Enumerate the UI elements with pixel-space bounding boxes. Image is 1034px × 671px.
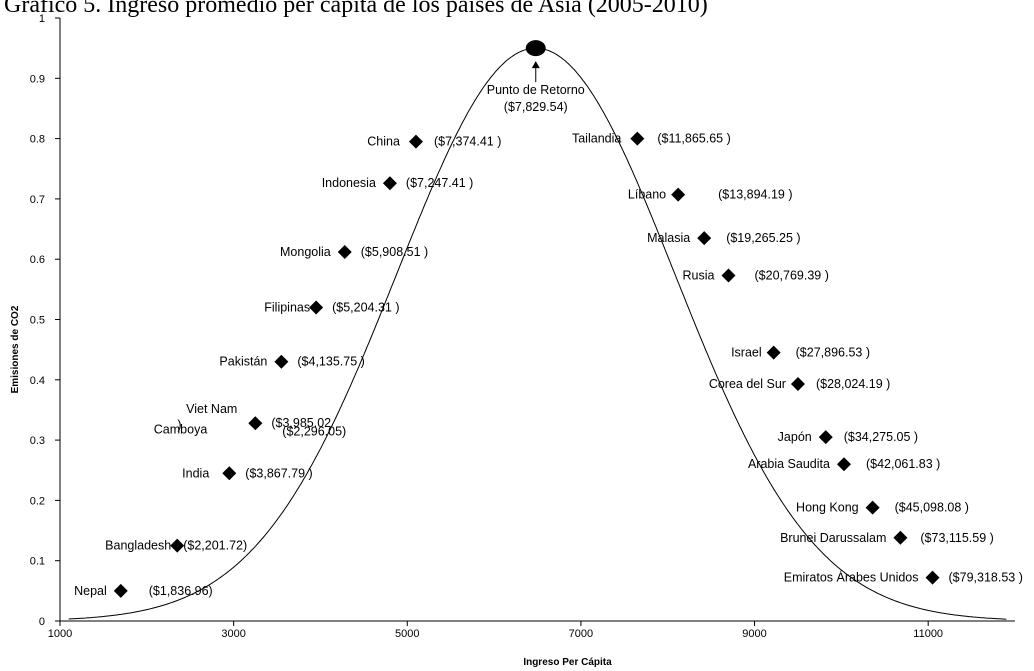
data-point-china xyxy=(408,134,423,149)
x-tick-label: 9000 xyxy=(742,628,766,640)
data-label-value: ($20,769.39 ) xyxy=(755,268,829,282)
data-point-pakistan xyxy=(274,354,289,369)
x-axis-title: Ingreso Per Cápita xyxy=(523,657,612,668)
data-label-name: Nepal xyxy=(74,584,107,598)
turning-point-marker xyxy=(525,40,546,57)
data-label-value: ($7,374.41 ) xyxy=(434,135,501,149)
data-label-name: Corea del Sur xyxy=(709,377,786,391)
data-point-bangladesh xyxy=(170,538,185,553)
data-label-value: ($5,204.31 ) xyxy=(332,300,399,314)
data-label-value: ($7,247.41 ) xyxy=(406,176,473,190)
data-label-name: ) xyxy=(177,418,181,432)
data-label-name: Malasia xyxy=(647,231,690,245)
y-tick-label: 0.8 xyxy=(30,134,45,146)
data-label-value: ($5,908.51 ) xyxy=(361,245,428,259)
data-point-corea-del-sur xyxy=(790,377,805,392)
data-label-name: Líbano xyxy=(628,188,666,202)
data-point-rusia xyxy=(721,268,736,283)
turning-point-label: Punto de Retorno xyxy=(487,83,585,97)
data-point-mongolia xyxy=(337,244,352,259)
data-point-tailandia xyxy=(630,131,645,146)
y-tick-label: 1 xyxy=(39,13,45,25)
y-tick-label: 0.4 xyxy=(30,375,45,387)
y-tick-label: 0.7 xyxy=(30,194,45,206)
data-label-value: ($11,865.65 ) xyxy=(657,132,730,146)
data-point-viet-nam xyxy=(248,416,263,431)
x-tick-label: 3000 xyxy=(221,628,245,640)
data-label-value: ($2,296.05) xyxy=(282,424,346,438)
data-label-name: Emiratos Árabes Unidos xyxy=(784,570,919,585)
chart-title: Gráfico 5. Ingreso promedio per cápita d… xyxy=(4,0,708,18)
data-label-value: ($79,318.53 ) xyxy=(949,571,1023,585)
data-point-india xyxy=(222,466,237,481)
data-label-name: Tailandia xyxy=(572,132,621,146)
data-label-name: Indonesia xyxy=(322,176,376,190)
data-label-value: ($4,135.75 ) xyxy=(297,355,364,369)
data-label-name: Arabia Saudita xyxy=(748,457,830,471)
data-label-name: Japón xyxy=(778,430,812,444)
data-label-value: ($19,265.25 ) xyxy=(726,231,800,245)
data-point-arabia-saudita xyxy=(836,457,851,472)
data-label-name: Israel xyxy=(731,346,762,360)
data-label-name: Mongolia xyxy=(280,245,331,259)
data-label-name: Pakistán xyxy=(219,355,267,369)
data-label-value: ($13,894.19 ) xyxy=(718,188,792,202)
data-label-name: Brunei Darussalam xyxy=(780,531,886,545)
data-point-libano xyxy=(671,187,686,202)
data-label-name: India xyxy=(182,466,209,480)
data-label-name: Rusia xyxy=(683,268,715,282)
y-tick-label: 0.3 xyxy=(30,435,45,447)
data-point-filipinas xyxy=(309,300,324,315)
data-label-value: ($1,836.96) xyxy=(149,584,213,598)
data-label-value: ($45,098.08 ) xyxy=(895,501,969,515)
x-tick-label: 11000 xyxy=(913,628,943,640)
data-label-name: Filipinas xyxy=(264,300,310,314)
data-label-name: China xyxy=(367,135,400,149)
data-label-name: Hong Kong xyxy=(796,501,859,515)
y-tick-label: 0 xyxy=(39,616,45,628)
data-point-nepal xyxy=(113,583,128,598)
data-point-emiratos-arabes-unidos xyxy=(925,570,940,585)
data-label-name: Camboya xyxy=(154,422,208,436)
x-tick-label: 5000 xyxy=(395,628,419,640)
x-tick-label: 1000 xyxy=(48,628,72,640)
y-tick-label: 0.9 xyxy=(30,73,45,85)
data-label-name: Viet Nam xyxy=(186,402,237,416)
data-label-value: ($73,115.59 ) xyxy=(920,531,993,545)
data-point-japon xyxy=(818,430,833,445)
y-tick-label: 0.5 xyxy=(30,315,45,327)
data-point-malasia xyxy=(697,231,712,246)
data-point-indonesia xyxy=(382,176,397,191)
data-label-value: ($28,024.19 ) xyxy=(816,377,890,391)
y-tick-label: 0.1 xyxy=(30,556,45,568)
y-axis-title: Emisiones de CO2 xyxy=(10,305,21,393)
x-tick-label: 7000 xyxy=(569,628,593,640)
data-label-value: ($2,201.72) xyxy=(183,539,247,553)
data-label-value: ($42,061.83 ) xyxy=(866,457,940,471)
data-label-value: ($3,985.02 xyxy=(271,416,331,430)
data-label-name: Bangladesh xyxy=(105,539,171,553)
data-label-value: ($34,275.05 ) xyxy=(844,430,918,444)
turning-point-value: ($7,829.54) xyxy=(504,100,568,114)
data-point-hong-kong xyxy=(865,500,880,515)
y-tick-label: 0.6 xyxy=(30,254,45,266)
data-point-israel xyxy=(766,345,781,360)
data-point-brunei-darussalam xyxy=(893,530,908,545)
turning-point-arrowhead xyxy=(531,61,540,69)
y-tick-label: 0.2 xyxy=(30,495,45,507)
data-label-value: ($27,896.53 ) xyxy=(796,346,870,360)
data-label-value: ($3,867.79 ) xyxy=(245,466,312,480)
